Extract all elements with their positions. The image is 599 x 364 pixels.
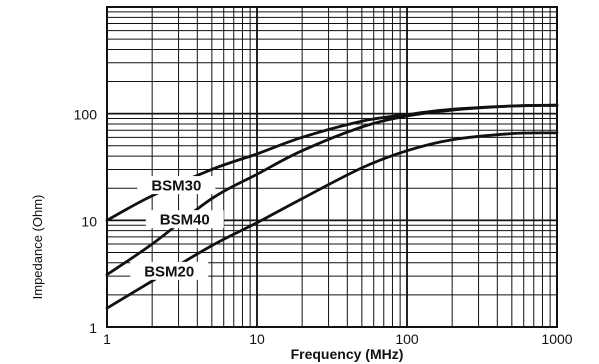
label-background (145, 210, 224, 229)
minor-grid (107, 7, 557, 327)
x-axis-title: Frequency (MHz) (291, 346, 404, 362)
x-tick-labels: 1 10 100 1000 (103, 331, 573, 347)
series-label-bsm20: BSM20 (144, 263, 194, 280)
x-tick-label: 1 (103, 331, 111, 347)
series-label-bsm30: BSM30 (151, 178, 201, 195)
x-tick-label: 10 (249, 331, 265, 347)
y-tick-label: 10 (81, 213, 97, 229)
label-background (130, 261, 209, 280)
series-label-bsm40: BSM40 (160, 212, 210, 229)
y-axis-title: Impedance (Ohm) (30, 195, 45, 300)
y-tick-label: 1 (89, 320, 97, 336)
x-tick-label: 1000 (541, 331, 572, 347)
x-tick-label: 100 (395, 331, 419, 347)
plot-frame (106, 6, 558, 328)
y-tick-label: 100 (74, 107, 98, 123)
series-labels: BSM30 BSM40 BSM20 (130, 176, 224, 280)
label-background (137, 176, 216, 195)
y-tick-labels: 1 10 100 (74, 107, 98, 336)
